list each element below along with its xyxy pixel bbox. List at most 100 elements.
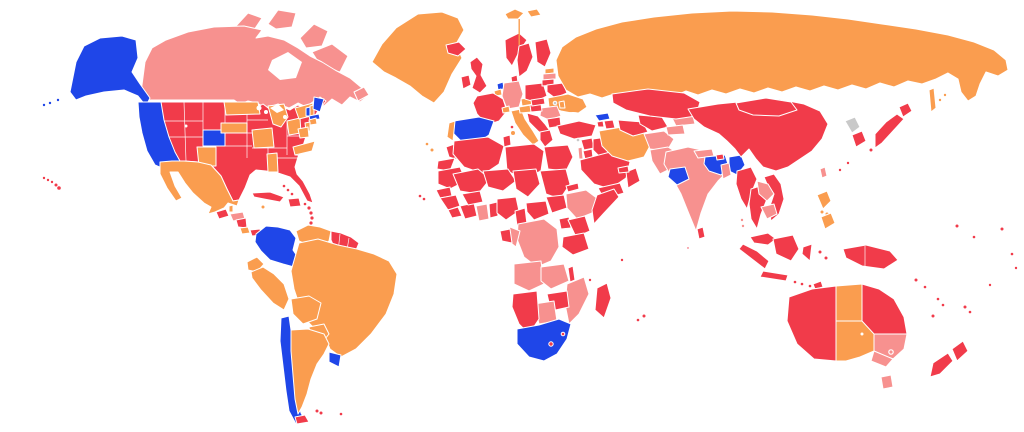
region-cyprus	[575, 137, 581, 143]
region-borneo	[772, 234, 800, 262]
region-portugal	[446, 120, 456, 142]
region-puerto-rico	[302, 201, 308, 207]
region-nigeria	[496, 196, 520, 221]
region-bahamas	[282, 184, 294, 196]
region-greece	[539, 129, 554, 148]
region-switzerland	[501, 105, 511, 114]
region-mongolia	[735, 97, 798, 117]
region-iceland	[445, 41, 467, 57]
region-niger	[482, 168, 517, 192]
region-georgia	[594, 112, 611, 122]
region-sudan	[539, 168, 571, 200]
region-bhutan	[715, 153, 725, 161]
region-eswatini	[560, 331, 566, 337]
region-kazakhstan	[611, 88, 701, 120]
region-andaman-islands	[740, 218, 745, 228]
region-jamaica	[260, 204, 266, 210]
region-us-maine	[312, 96, 325, 113]
region-kuril-islands	[938, 93, 947, 102]
region-drc	[516, 218, 560, 268]
region-new-guinea	[842, 244, 899, 270]
region-malawi	[567, 265, 576, 283]
region-sri-lanka	[696, 226, 706, 240]
region-togo-benin	[488, 201, 499, 219]
region-japan-honshu	[874, 113, 905, 149]
region-armenia	[596, 120, 605, 128]
region-peru	[250, 266, 290, 311]
region-us-nebraska	[220, 122, 248, 134]
region-south-korea	[851, 130, 867, 148]
region-bolivia	[290, 295, 322, 325]
region-cape-verde	[418, 194, 426, 201]
region-uruguay	[328, 351, 342, 368]
region-us-vermont	[305, 106, 311, 117]
region-car	[525, 200, 550, 221]
region-zambia	[540, 263, 570, 290]
region-south-africa	[516, 318, 572, 362]
region-sardinia	[510, 130, 516, 136]
region-new-zealand-north	[951, 340, 969, 362]
region-moluccas	[818, 250, 828, 260]
great-salt-lake	[184, 124, 188, 128]
region-pacific-islands	[914, 224, 1018, 318]
region-timor	[812, 280, 824, 290]
region-canada-arctic	[267, 9, 297, 30]
region-indian-ocean-islands	[588, 258, 646, 322]
region-tierra-del-fuego	[294, 414, 310, 425]
region-algeria	[452, 136, 505, 175]
region-hawaii	[42, 176, 61, 190]
region-chad	[512, 168, 541, 198]
region-philippines-luzon	[816, 190, 832, 210]
region-sulawesi	[801, 243, 813, 262]
region-united-kingdom	[469, 56, 488, 94]
region-microstate-dot	[552, 100, 558, 106]
region-australia-nt	[835, 283, 863, 322]
region-new-zealand-south	[929, 352, 954, 378]
region-mali	[452, 168, 491, 195]
region-canada-arctic	[299, 23, 329, 49]
region-us-new-mexico	[196, 146, 217, 167]
region-nicaragua	[235, 217, 248, 229]
region-alaska	[69, 35, 151, 107]
region-angola	[513, 260, 545, 292]
great-lakes	[256, 104, 287, 119]
region-sakhalin	[928, 87, 937, 113]
region-us-nd-mn	[223, 101, 261, 116]
region-australia-vic	[870, 350, 894, 368]
region-finland	[534, 38, 552, 68]
hudson-bay	[268, 52, 302, 80]
region-kenya	[567, 215, 591, 238]
region-ghana	[475, 203, 490, 222]
region-eritrea	[565, 182, 580, 193]
region-uae-qatar	[617, 165, 630, 174]
region-newfoundland	[353, 86, 370, 102]
region-burkina-faso	[461, 190, 484, 206]
region-us-mo-il	[251, 127, 275, 149]
region-somalia	[591, 188, 620, 225]
region-lesser-sunda	[793, 280, 812, 288]
region-svalbard	[504, 8, 542, 45]
region-sierra-leone-liberia	[447, 206, 463, 219]
region-japan-hokkaido	[898, 102, 913, 118]
region-turkey	[556, 120, 597, 140]
region-maldives	[686, 246, 690, 250]
region-mexico	[159, 160, 240, 215]
region-madagascar	[594, 282, 612, 319]
region-belize	[228, 204, 234, 213]
region-ireland	[460, 74, 472, 90]
region-aleutian-islands	[42, 98, 60, 107]
region-australia-wa	[786, 285, 837, 362]
region-gabon	[499, 228, 513, 244]
region-bangladesh	[720, 162, 732, 180]
region-egypt	[543, 144, 574, 172]
region-okinawa	[838, 161, 850, 172]
region-north-korea	[844, 116, 861, 134]
lake-victoria	[563, 228, 569, 234]
region-taiwan	[819, 166, 828, 179]
region-lesotho	[548, 341, 554, 347]
region-costa-rica	[239, 226, 251, 235]
region-moldova	[558, 100, 566, 109]
region-philippines-mindanao	[820, 212, 836, 230]
region-laos	[756, 180, 775, 202]
